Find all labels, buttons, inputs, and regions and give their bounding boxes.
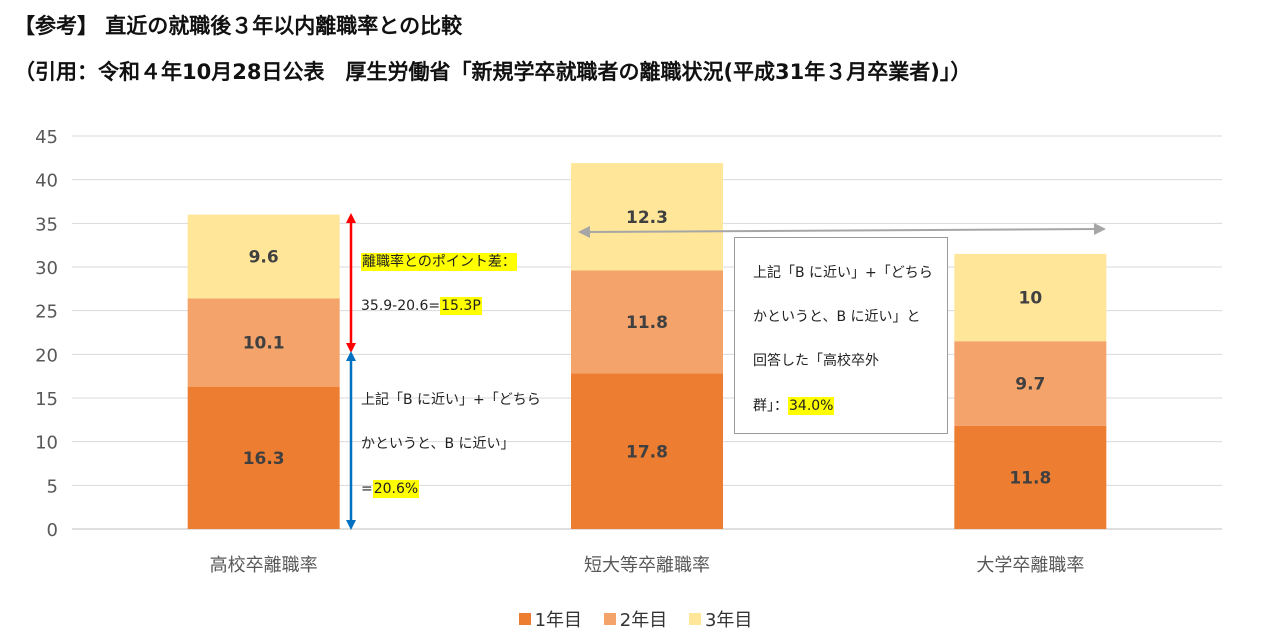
y-tick-label: 5	[47, 476, 58, 497]
point-diff-value: 15.3P	[440, 297, 482, 315]
callout-line4: 群」：34.0%	[753, 395, 835, 415]
comparison-arrow	[578, 223, 1106, 238]
near-rate-line3: =20.6%	[361, 479, 420, 499]
callout-line4-prefix: 群」：	[753, 398, 788, 414]
data-label: 12.3	[626, 208, 668, 228]
y-tick-label: 0	[47, 520, 58, 541]
data-label: 11.8	[626, 313, 668, 333]
point-diff-label: 離職率とのポイント差：	[361, 252, 517, 272]
y-tick-label: 40	[35, 171, 58, 192]
callout-line1: 上記「B に近い」+「どちら	[753, 265, 933, 281]
data-label: 11.8	[1009, 468, 1051, 488]
data-label: 10	[1018, 289, 1042, 309]
legend-swatch-year1	[518, 613, 531, 625]
legend-item-year2: 2年目	[603, 606, 668, 632]
data-label: 9.6	[249, 248, 279, 268]
x-axis-labels: 高校卒離職率 短大等卒離職率 大学卒離職率	[210, 555, 1085, 576]
near-rate-value: 20.6%	[372, 480, 420, 498]
point-diff-title: 離職率とのポイント差：	[361, 253, 517, 271]
point-diff-expression: 35.9-20.6=	[361, 298, 441, 314]
y-tick-label: 20	[35, 345, 58, 366]
y-tick-label: 45	[35, 127, 58, 148]
near-rate-equals: =	[361, 481, 373, 497]
callout-value: 34.0%	[788, 397, 835, 415]
y-tick-label: 10	[35, 433, 58, 454]
y-tick-label: 30	[35, 258, 58, 279]
annotation-arrows	[346, 213, 1106, 530]
callout-box: 上記「B に近い」+「どちら かというと、B に近い」と 回答した「高校卒外 群…	[734, 237, 948, 434]
x-tick-label: 高校卒離職率	[210, 555, 318, 576]
chart-title: 【参考】 直近の就職後３年以内離職率との比較	[14, 14, 463, 38]
data-label: 10.1	[243, 334, 285, 354]
callout-line2: かというと、B に近い」と	[753, 309, 921, 325]
bar-segment	[187, 214, 340, 299]
near-rate-line2: かというと、B に近い」	[361, 436, 515, 452]
y-tick-label: 35	[35, 214, 58, 235]
x-tick-label: 短大等卒離職率	[584, 555, 710, 576]
callout-line3: 回答した「高校卒外	[753, 353, 879, 369]
legend-swatch-year2	[603, 613, 616, 625]
bar-segment	[571, 270, 723, 374]
y-tick-label: 15	[35, 389, 58, 410]
x-tick-label: 大学卒離職率	[976, 555, 1084, 576]
bar-segment	[954, 253, 1107, 342]
data-label: 9.7	[1015, 375, 1045, 395]
legend-swatch-year3	[688, 613, 701, 625]
point-diff-formula: 35.9-20.6=15.3P	[361, 296, 482, 316]
legend-label-year1: 1年目	[534, 610, 583, 631]
chart-source: （引用：令和４年10月28日公表 厚生労働省「新規学卒就職者の離職状況(平成31…	[14, 60, 972, 84]
data-label: 16.3	[243, 449, 285, 469]
legend-item-year1: 1年目	[518, 606, 583, 632]
bar-segment	[954, 341, 1107, 426]
legend: 1年目 2年目 3年目	[0, 606, 1271, 632]
bar-segment	[571, 163, 723, 271]
y-axis-ticks: 0 5 10 15 20 25 30 35 40 45	[35, 127, 58, 541]
legend-item-year3: 3年目	[688, 606, 753, 632]
y-tick-label: 25	[35, 302, 58, 323]
bar-segment	[187, 298, 340, 387]
bar-segment	[187, 386, 340, 529]
legend-label-year3: 3年目	[704, 610, 753, 631]
data-label: 17.8	[626, 442, 668, 462]
near-rate-line1: 上記「B に近い」+「どちら	[361, 392, 541, 408]
bar-segment	[954, 425, 1107, 529]
bar-segment	[571, 373, 723, 529]
bars: 16.3 10.1 9.6 17.8 11.8 12.3 11.8 9.7 10	[187, 163, 1107, 529]
legend-label-year2: 2年目	[619, 610, 668, 631]
